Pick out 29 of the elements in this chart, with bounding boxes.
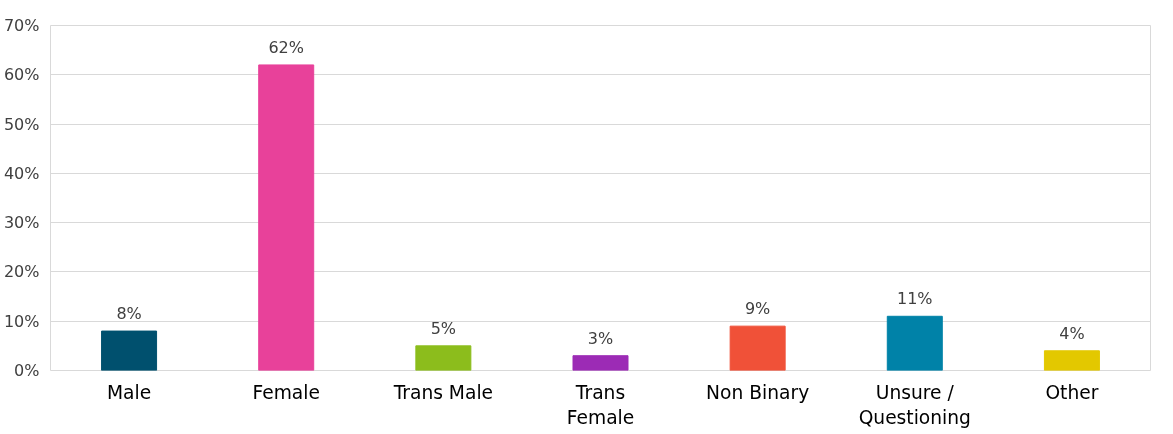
y-tick-label: 20% <box>3 262 40 282</box>
x-tick-label: Trans Male <box>392 381 494 403</box>
x-tick-label: Male <box>106 381 152 403</box>
y-tick-label: 10% <box>3 311 40 331</box>
y-tick-label: 60% <box>3 65 40 85</box>
data-label: 8% <box>116 304 142 324</box>
data-label: 9% <box>744 299 771 319</box>
data-label: 4% <box>1059 323 1085 343</box>
bar <box>729 325 786 371</box>
data-label: 62% <box>268 37 304 57</box>
x-tick-label: Other <box>1045 381 1099 403</box>
bar <box>101 330 158 371</box>
x-tick-label: Trans Female <box>566 381 635 428</box>
x-tick-label: Non Binary <box>706 381 810 403</box>
y-tick-label: 30% <box>3 213 40 233</box>
y-tick-label: 40% <box>3 163 40 183</box>
bar <box>258 64 315 371</box>
y-tick-label: 50% <box>3 114 40 134</box>
data-label: 3% <box>587 328 614 348</box>
y-tick-label: 0% <box>14 361 40 380</box>
y-tick-label: 70% <box>3 16 40 35</box>
x-tick-label: Female <box>252 381 320 403</box>
data-label: 5% <box>430 318 457 338</box>
bar <box>1043 350 1100 371</box>
data-label: 11% <box>897 289 933 309</box>
bar <box>572 355 629 371</box>
bar <box>415 345 472 371</box>
x-tick-label: Unsure / Questioning <box>858 381 971 428</box>
bar <box>886 315 943 371</box>
